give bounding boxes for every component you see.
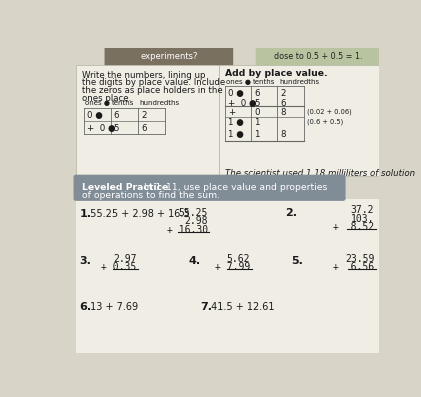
Text: tenths: tenths [253,79,275,85]
Text: 23.59: 23.59 [345,254,374,264]
Text: (0.02 + 0.06): (0.02 + 0.06) [307,109,352,116]
Text: Leveled Practice: Leveled Practice [82,183,168,192]
Text: hundredths: hundredths [139,100,179,106]
Text: +  0 ●: + 0 ● [228,99,256,108]
Text: 5.: 5. [291,256,303,266]
Text: 6: 6 [280,99,286,108]
Text: 1 ●: 1 ● [228,130,243,139]
Text: 0: 0 [254,108,260,117]
Text: 55.25: 55.25 [178,208,208,218]
Text: ones place.: ones place. [82,94,131,103]
Text: 6: 6 [254,89,260,98]
Text: ones ●: ones ● [226,79,251,85]
Text: tenths: tenths [112,100,135,106]
Text: 2: 2 [141,111,147,120]
Text: In 1–11, use place value and properties: In 1–11, use place value and properties [138,183,327,192]
FancyBboxPatch shape [74,175,346,201]
Text: + 7.99: + 7.99 [215,262,250,272]
Text: (0.6 + 0.5): (0.6 + 0.5) [307,119,343,125]
Text: + 0.35: + 0.35 [101,262,136,272]
Text: 1 ●: 1 ● [228,118,243,127]
Text: 5: 5 [254,99,260,108]
Text: + 16.30: + 16.30 [166,225,208,235]
Text: 7.: 7. [200,302,212,312]
Text: 4.: 4. [188,256,200,266]
Text: 6.: 6. [80,302,92,312]
Text: ones ●: ones ● [85,100,110,106]
Text: The scientist used 1.18 milliliters of solution: The scientist used 1.18 milliliters of s… [225,169,415,178]
Text: the digits by place value. Include: the digits by place value. Include [82,79,225,87]
Text: 6: 6 [141,124,147,133]
Text: hundredths: hundredths [279,79,319,85]
Text: 6: 6 [114,111,119,120]
Text: 8: 8 [280,130,286,139]
Text: 1: 1 [254,130,260,139]
Text: 1: 1 [254,118,260,127]
Text: 2.: 2. [285,208,297,218]
Text: experiments?: experiments? [140,52,197,62]
Text: the zeros as place holders in the: the zeros as place holders in the [82,86,223,95]
Text: +  8.52: + 8.52 [333,222,374,232]
Text: 37.2: 37.2 [351,206,374,216]
Text: 41.5 + 12.61: 41.5 + 12.61 [208,302,274,312]
FancyBboxPatch shape [256,45,381,67]
FancyBboxPatch shape [76,65,219,176]
Text: 1.: 1. [80,209,92,219]
Text: 3.: 3. [80,256,92,266]
Text: Write the numbers, lining up: Write the numbers, lining up [82,71,205,80]
Text: 13 + 7.69: 13 + 7.69 [87,302,138,312]
Text: 5.62: 5.62 [227,254,250,264]
Text: of operations to find the sum.: of operations to find the sum. [82,191,220,200]
Text: 0 ●: 0 ● [228,89,243,98]
Text: 2: 2 [280,89,286,98]
FancyBboxPatch shape [104,45,233,67]
Text: 8: 8 [280,108,286,117]
Text: 55.25 + 2.98 + 16.3: 55.25 + 2.98 + 16.3 [87,209,189,219]
Text: dose to 0.5 + 0.5 = 1.: dose to 0.5 + 0.5 = 1. [274,52,363,62]
Text: +  0 ●: + 0 ● [87,124,115,133]
FancyBboxPatch shape [76,198,379,353]
Text: +: + [228,108,235,117]
Text: +  6.56: + 6.56 [333,262,374,272]
Text: 103.: 103. [351,214,374,224]
Text: Add by place value.: Add by place value. [225,69,327,78]
Text: 0 ●: 0 ● [87,111,102,120]
Text: 2.98: 2.98 [184,216,208,226]
FancyBboxPatch shape [219,65,379,176]
Text: 2.97: 2.97 [113,254,136,264]
Text: 5: 5 [114,124,119,133]
